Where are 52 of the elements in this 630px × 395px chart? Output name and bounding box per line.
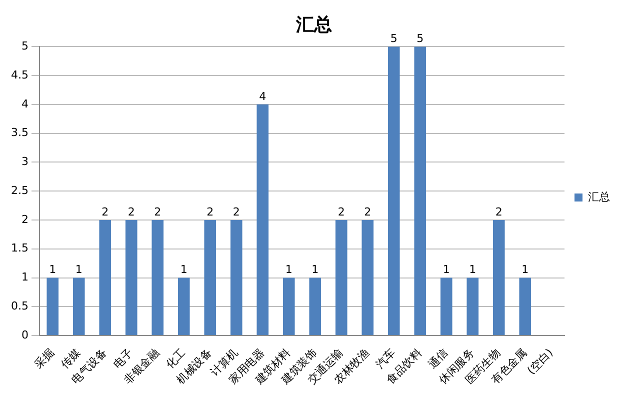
y-tick-label: 3	[21, 155, 28, 168]
data-label: 2	[495, 205, 502, 218]
bar	[492, 220, 505, 336]
x-tick-label: 采掘	[32, 346, 57, 371]
data-label: 5	[390, 32, 398, 45]
bar	[125, 220, 138, 336]
data-label: 2	[154, 205, 162, 218]
y-tick-label: 4	[21, 97, 28, 110]
data-label: 1	[522, 263, 529, 276]
data-label: 2	[128, 205, 135, 218]
bar	[230, 220, 242, 336]
y-tick-label: 1	[21, 270, 28, 284]
y-tick-label: 4.5	[10, 68, 28, 82]
y-tick-label: 3.5	[10, 126, 28, 140]
bar	[204, 220, 216, 336]
bar	[440, 278, 452, 336]
y-tick-label: 0	[21, 328, 28, 342]
data-label: 2	[206, 205, 214, 218]
data-label: 1	[180, 263, 188, 276]
bar	[152, 220, 164, 336]
data-label: 2	[364, 205, 372, 218]
data-label: 1	[285, 263, 292, 276]
bar	[256, 104, 269, 336]
data-label: 1	[49, 263, 56, 276]
bar	[335, 220, 348, 336]
data-label: 1	[75, 263, 82, 276]
data-label: 5	[416, 32, 424, 45]
data-label: 1	[469, 263, 476, 276]
bar	[519, 278, 532, 336]
data-label: 2	[338, 205, 345, 218]
y-tick-label: 2	[21, 212, 28, 226]
data-label: 1	[442, 263, 450, 276]
bar	[72, 278, 85, 336]
bar	[414, 46, 426, 336]
y-tick-label: 2.5	[10, 184, 28, 197]
legend-label: 汇总	[588, 190, 610, 204]
y-tick-label: 5	[21, 39, 28, 52]
y-tick-label: 1.5	[10, 242, 28, 255]
bar	[388, 46, 400, 336]
data-label: 4	[259, 90, 266, 103]
chart-title: 汇总	[295, 14, 332, 36]
bar	[362, 220, 374, 336]
bar	[46, 278, 59, 336]
data-label: 2	[102, 205, 109, 218]
bar	[309, 278, 322, 336]
data-label: 1	[312, 263, 319, 276]
data-label: 2	[232, 205, 240, 218]
bar	[178, 278, 190, 336]
bar	[466, 278, 479, 336]
bar	[282, 278, 295, 336]
y-tick-label: 0.5	[10, 300, 28, 313]
bar	[99, 220, 112, 336]
